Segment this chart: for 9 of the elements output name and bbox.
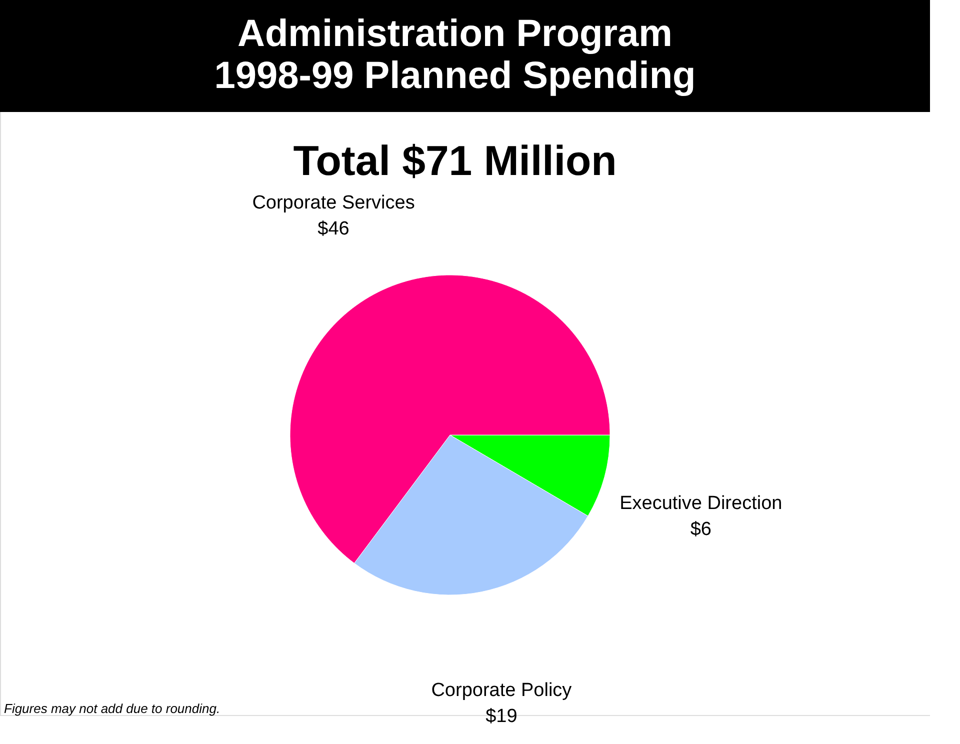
data-label: $6 (690, 519, 712, 540)
chart-title: Administration Program 1998-99 Planned Spending (214, 13, 696, 97)
slice-label: Corporate Policy (431, 680, 572, 701)
slice-label: Corporate Services (252, 192, 415, 214)
slice-label: Executive Direction (620, 493, 782, 514)
text: Figures may not add due to rounding. (4, 701, 220, 716)
data-label: $19 (486, 706, 518, 727)
chart-subtitle: Total $71 Million (293, 137, 617, 184)
data-label: $46 (318, 218, 350, 240)
